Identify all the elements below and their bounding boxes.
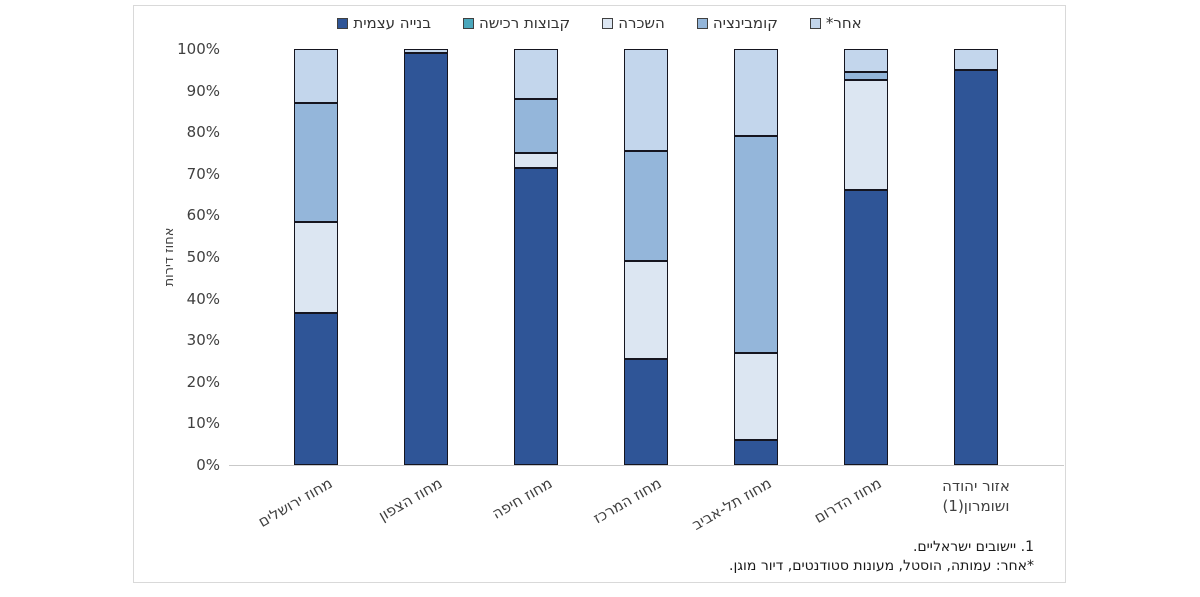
legend: בנייה עצמית קבוצות רכישה השכרה קומבינציה אחר… bbox=[134, 14, 1065, 32]
y-tick-label: 10% bbox=[186, 414, 220, 433]
legend-label: השכרה bbox=[618, 14, 665, 32]
x-category-label-3: מחוז המרכז bbox=[590, 474, 665, 528]
legend-label: קומבינציה bbox=[712, 14, 778, 32]
bar-segment bbox=[294, 49, 338, 104]
bar-segment bbox=[734, 352, 778, 441]
y-tick-label: 30% bbox=[186, 331, 220, 350]
legend-item-1: קבוצות רכישה bbox=[463, 14, 570, 32]
bar-segment bbox=[624, 150, 668, 262]
bar-segment bbox=[954, 49, 998, 70]
legend-label: אחר* bbox=[825, 14, 862, 32]
legend-item-2: השכרה bbox=[602, 14, 665, 32]
legend-label: בנייה עצמית bbox=[353, 14, 431, 32]
y-tick-label: 20% bbox=[186, 372, 220, 391]
bar-segment bbox=[514, 49, 558, 99]
bar-segment bbox=[734, 49, 778, 137]
bar-segment bbox=[844, 80, 888, 191]
legend-item-4: אחר* bbox=[809, 14, 862, 32]
bar-segment bbox=[624, 49, 668, 151]
legend-swatch-icon bbox=[696, 17, 708, 29]
footnote-line-2: *אחר: עמותה, הוסטל, מעונות סטודנטים, דיו… bbox=[729, 558, 1034, 575]
bar-segment bbox=[624, 358, 668, 465]
chart-frame: בנייה עצמית קבוצות רכישה השכרה קומבינציה אחר… bbox=[133, 5, 1066, 583]
bar-segment bbox=[514, 153, 558, 168]
y-tick-label: 50% bbox=[186, 248, 220, 266]
y-tick-label: 40% bbox=[186, 289, 220, 308]
x-category-label-4: מחוז תל-אביב bbox=[689, 474, 775, 534]
plot-area bbox=[261, 49, 1031, 465]
x-category-label-5: מחוז הדרום bbox=[811, 474, 885, 527]
y-tick-label: 70% bbox=[186, 164, 220, 183]
bar-segment bbox=[734, 136, 778, 353]
bar-segment bbox=[844, 71, 888, 81]
bar-segment bbox=[294, 313, 338, 465]
y-tick-label: 0% bbox=[196, 456, 220, 474]
legend-swatch-icon bbox=[337, 17, 349, 29]
y-tick-label: 80% bbox=[186, 123, 220, 142]
bar-4 bbox=[734, 49, 778, 465]
footnote-line-1: 1. יישובים ישראליים. bbox=[912, 539, 1034, 556]
footnotes: 1. יישובים ישראליים. *אחר: עמותה, הוסטל,… bbox=[729, 538, 1034, 576]
x-category-label-1: מחוז הצפון bbox=[375, 474, 445, 525]
legend-swatch-icon bbox=[809, 17, 821, 29]
x-category-label-6: אזור יהודה ושומרון(1) bbox=[942, 477, 1010, 516]
legend-swatch-icon bbox=[463, 17, 474, 29]
legend-item-3: קומבינציה bbox=[696, 14, 778, 32]
x-category-label-2: מחוז חיפה bbox=[488, 474, 555, 523]
bar-segment bbox=[404, 49, 448, 54]
bar-segment bbox=[294, 103, 338, 222]
bar-segment bbox=[514, 167, 558, 465]
bar-6 bbox=[954, 49, 998, 465]
bar-0 bbox=[294, 49, 338, 465]
bar-segment bbox=[844, 190, 888, 465]
bar-5 bbox=[844, 49, 888, 465]
bar-segment bbox=[294, 221, 338, 314]
bar-segment bbox=[954, 69, 998, 465]
legend-item-0: בנייה עצמית bbox=[337, 14, 431, 32]
bar-3 bbox=[624, 49, 668, 465]
y-tick-label: 100% bbox=[177, 40, 220, 58]
y-tick-label: 90% bbox=[186, 81, 220, 100]
bar-segment bbox=[844, 49, 888, 72]
legend-swatch-icon bbox=[602, 17, 614, 29]
bar-segment bbox=[404, 53, 448, 465]
bar-segment bbox=[624, 261, 668, 359]
legend-label: קבוצות רכישה bbox=[479, 14, 571, 32]
bar-segment bbox=[734, 440, 778, 465]
y-tick-label: 60% bbox=[186, 206, 220, 225]
x-axis-line bbox=[229, 465, 1064, 466]
bar-segment bbox=[514, 98, 558, 154]
bar-1 bbox=[404, 49, 448, 465]
bar-2 bbox=[514, 49, 558, 465]
x-category-label-0: מחוז ירושלים bbox=[254, 474, 335, 531]
